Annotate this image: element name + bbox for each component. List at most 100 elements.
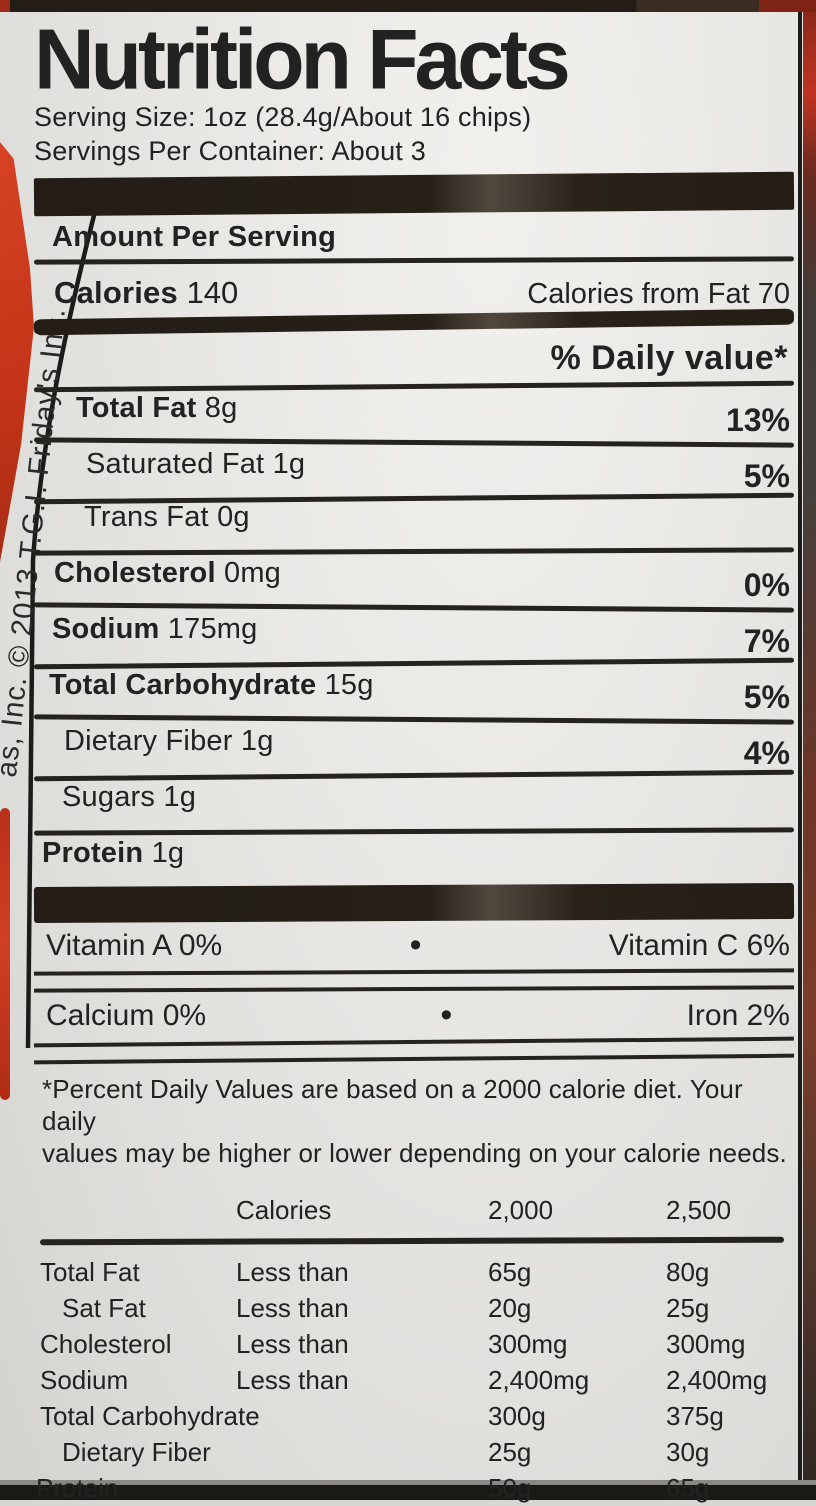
reference-table-header: Calories 2,000 2,500 [40, 1195, 794, 1226]
bullet-separator: • [409, 926, 422, 964]
nutrient-label: Trans Fat [84, 501, 209, 533]
row-v2500: 65g [666, 1473, 710, 1503]
nutrient-dv: 0% [743, 567, 790, 603]
nutrient-amount: 0mg [224, 557, 282, 589]
reference-table: Calories 2,000 2,500 Total Fat Less than… [34, 1195, 794, 1506]
nutrient-amount: 8g [204, 392, 238, 424]
table-row: Protein 50g 65g [36, 1470, 794, 1506]
row-v2000: 25g [488, 1437, 532, 1467]
nutrient-dv: 5% [743, 679, 790, 715]
nutrient-label: Total Fat [76, 392, 197, 424]
nutrient-row-sodium: Sodium 175mg 7% [34, 610, 794, 661]
row-name: Total Carbohydrate [40, 1401, 260, 1431]
vitamin-row-2: Calcium 0% • Iron 2% [34, 991, 794, 1040]
row-qualifier: Less than [236, 1257, 349, 1287]
nutrient-row-saturated-fat: Saturated Fat 1g 5% [34, 445, 794, 496]
nutrient-label: Cholesterol [54, 557, 216, 589]
nutrient-amount: 175mg [167, 613, 258, 645]
header-calories: Calories [236, 1195, 332, 1225]
nutrient-dv: 7% [743, 623, 790, 659]
nutrient-label: Saturated Fat [86, 448, 265, 480]
footnote-line-1: *Percent Daily Values are based on a 200… [42, 1074, 743, 1136]
row-v2500: 80g [666, 1257, 710, 1287]
row-name: Sodium [40, 1365, 129, 1395]
nutrient-amount: 1g [272, 448, 306, 480]
nutrient-name: Saturated Fat 1g [86, 448, 305, 496]
nutrient-label: Protein [42, 837, 144, 869]
nutrient-amount: 15g [324, 669, 374, 701]
nutrition-label: Nutrition Facts Serving Size: 1oz (28.4g… [33, 10, 795, 1506]
reference-table-rule [39, 1236, 785, 1246]
row-v2000: 50g [488, 1473, 532, 1503]
serving-size: Serving Size: 1oz (28.4g/About 16 chips) [34, 102, 532, 132]
bag-top-edge [0, 0, 816, 12]
table-row: Sodium Less than 2,400mg 2,400mg [40, 1362, 794, 1398]
table-row: Total Fat Less than 65g 80g [40, 1254, 794, 1290]
row-v2500: 30g [666, 1437, 710, 1467]
table-row: Total Carbohydrate 300g 375g [40, 1398, 794, 1434]
nutrient-row-trans-fat: Trans Fat 0g [34, 501, 794, 549]
row-name: Sat Fat [62, 1293, 146, 1323]
row-v2500: 25g [666, 1293, 710, 1323]
label-title: Nutrition Facts [34, 10, 571, 107]
calories-from-fat: Calories from Fat 70 [527, 278, 790, 310]
row-v2000: 20g [488, 1293, 532, 1323]
row-v2500: 375g [666, 1401, 724, 1431]
table-row: Sat Fat Less than 20g 25g [40, 1290, 794, 1326]
nutrient-dv: 4% [743, 735, 790, 771]
calories-row: Calories 140 Calories from Fat 70 [34, 263, 794, 314]
calories-value: Calories 140 [54, 275, 238, 311]
row-name: Cholesterol [40, 1329, 172, 1359]
nutrient-name: Total Fat 8g [76, 392, 237, 440]
row-v2500: 300mg [666, 1329, 746, 1359]
vitamin-a: Vitamin A 0% [46, 928, 223, 962]
row-name: Protein [36, 1473, 119, 1503]
nutrient-name: Dietary Fiber 1g [64, 725, 274, 773]
row-v2000: 300mg [488, 1329, 568, 1359]
calories-number: 140 [186, 275, 239, 310]
nutrient-name: Trans Fat 0g [84, 501, 250, 549]
row-v2500: 2,400mg [666, 1365, 768, 1395]
row-v2000: 65g [488, 1257, 532, 1287]
nutrient-name: Total Carbohydrate 15g [49, 669, 374, 717]
label-right-border [798, 12, 802, 1480]
row-qualifier: Less than [236, 1365, 349, 1395]
header-2000: 2,000 [488, 1195, 554, 1225]
nutrient-amount: 1g [151, 837, 185, 869]
calcium: Calcium 0% [46, 998, 207, 1032]
nutrient-name: Sugars 1g [62, 781, 196, 829]
nutrient-row-protein: Protein 1g [34, 834, 794, 885]
separator-bar-thick [33, 883, 795, 923]
table-row: Dietary Fiber 25g 30g [40, 1434, 794, 1470]
row-name: Dietary Fiber [62, 1437, 211, 1467]
nutrient-name: Sodium 175mg [52, 613, 257, 661]
nutrient-amount: 0g [217, 501, 250, 533]
footnote-line-2: values may be higher or lower depending … [42, 1138, 787, 1168]
double-rule [33, 968, 795, 993]
nutrient-name: Protein 1g [42, 837, 184, 885]
amount-per-serving-heading: Amount Per Serving [52, 221, 337, 253]
nutrient-row-sugars: Sugars 1g [34, 778, 794, 829]
daily-value-footnote: *Percent Daily Values are based on a 200… [34, 1061, 794, 1169]
nutrient-label: Sodium [52, 613, 160, 645]
nutrient-row-cholesterol: Cholesterol 0mg 0% [34, 554, 794, 605]
table-row: Cholesterol Less than 300mg 300mg [40, 1326, 794, 1362]
vitamin-row-1: Vitamin A 0% • Vitamin C 6% [34, 921, 794, 970]
bag-bottom-edge [0, 1480, 816, 1500]
separator-bar-thick [33, 171, 795, 217]
nutrient-label: Dietary Fiber [64, 725, 233, 757]
nutrient-label: Sugars [62, 781, 156, 813]
header-2500: 2,500 [666, 1195, 732, 1225]
nutrient-label: Total Carbohydrate [49, 669, 317, 701]
nutrient-name: Cholesterol 0mg [54, 557, 281, 605]
nutrient-amount: 1g [240, 725, 274, 757]
servings-per-container: Servings Per Container: About 3 [34, 136, 426, 166]
nutrient-row-dietary-fiber: Dietary Fiber 1g 4% [34, 722, 794, 773]
calories-label: Calories [54, 275, 178, 310]
bag-red-corner [803, 12, 816, 302]
bullet-separator: • [440, 996, 453, 1034]
vitamin-c: Vitamin C 6% [608, 928, 790, 962]
row-name: Total Fat [40, 1257, 140, 1287]
iron: Iron 2% [686, 998, 790, 1032]
